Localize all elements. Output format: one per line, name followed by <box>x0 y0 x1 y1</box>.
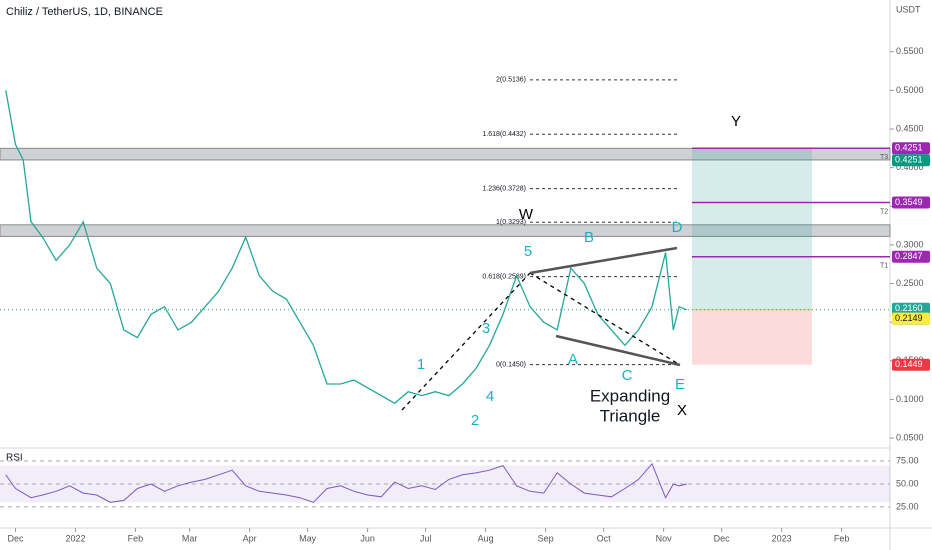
price-tag-label: 0.4251 <box>895 143 923 153</box>
fib-label: 1.618(0.4432) <box>482 131 526 138</box>
y-tick-label: 0.3000 <box>896 239 924 249</box>
resistance-zone <box>0 147 891 161</box>
rsi-tick-label: 25.00 <box>896 501 919 511</box>
rsi-tick-label: 75.00 <box>896 455 919 465</box>
wave-label: E <box>675 376 685 393</box>
fib-label: 0(0.1450) <box>496 361 526 368</box>
y-tick-label: 0.0500 <box>896 432 924 442</box>
price-tag <box>892 196 930 209</box>
price-tag <box>892 312 930 325</box>
x-tick-label: Sep <box>538 533 554 543</box>
fib-label: 1.236(0.3728) <box>482 186 526 193</box>
x-tick-label: Nov <box>656 533 673 543</box>
rsi-title: RSI <box>6 453 23 464</box>
x-tick-label: Oct <box>597 533 612 543</box>
rsi-tick-label: 50.00 <box>896 478 919 488</box>
y-tick-label: 0.4000 <box>896 162 924 172</box>
wave-label: 5 <box>524 243 532 260</box>
chart-title: Chiliz / TetherUS, 1D, BINANCE <box>6 6 163 18</box>
price-tag-label: 0.2847 <box>895 251 923 261</box>
wave-label: W <box>519 206 534 223</box>
y-tick-label: 0.5000 <box>896 85 924 95</box>
x-tick-label: May <box>299 533 317 543</box>
price-line <box>5 90 688 405</box>
x-tick-label: 2022 <box>65 533 85 543</box>
y-tick-label: 0.4500 <box>896 123 924 133</box>
x-tick-label: Aug <box>478 533 494 543</box>
x-tick-label: Jun <box>360 533 375 543</box>
x-tick-label: Feb <box>834 533 850 543</box>
y-tick-label: 0.1000 <box>896 394 924 404</box>
wave-label: Y <box>731 113 741 130</box>
price-tag <box>892 142 930 155</box>
y-tick-label: 0.5500 <box>896 46 924 56</box>
y-tick-label: 0.2500 <box>896 278 924 288</box>
wave-label: 2 <box>471 412 479 429</box>
pattern-line <box>555 334 681 367</box>
axis-unit: USDT <box>896 4 921 14</box>
wave-label: X <box>677 402 687 419</box>
target-box <box>692 148 812 310</box>
stop-box <box>692 309 812 365</box>
wave-label: C <box>622 367 633 384</box>
price-tag-label: 0.3549 <box>895 197 923 207</box>
price-tag-label: 0.2149 <box>895 313 923 323</box>
target-name: T1 <box>880 263 888 270</box>
wave-label: 3 <box>482 320 490 337</box>
target-name: T2 <box>880 208 888 215</box>
x-tick-label: Dec <box>7 533 24 543</box>
resistance-zone <box>0 224 891 237</box>
price-tag <box>892 358 930 371</box>
price-tag-label: 0.1449 <box>895 359 923 369</box>
price-tag <box>892 154 930 167</box>
target-name: T3 <box>880 154 888 161</box>
price-tag <box>892 250 930 263</box>
fib-label: 1(0.3293) <box>496 219 526 226</box>
fib-label: 2(0.5136) <box>496 77 526 84</box>
wave-label: 1 <box>417 356 425 373</box>
rsi-line <box>5 462 687 503</box>
x-tick-label: 2023 <box>772 533 792 543</box>
wave-label: A <box>568 351 578 368</box>
x-tick-label: Feb <box>128 533 144 543</box>
price-tag-label: 0.2160 <box>895 303 923 313</box>
fib-label: 0.618(0.2589) <box>482 274 526 281</box>
price-tag-label: 0.4251 <box>895 155 923 165</box>
wave-label: D <box>672 219 683 236</box>
x-tick-label: Mar <box>182 533 198 543</box>
rsi-band <box>0 465 890 503</box>
x-tick-label: Dec <box>714 533 731 543</box>
x-tick-label: Jul <box>420 533 432 543</box>
x-tick-label: Apr <box>243 533 257 543</box>
pattern-line <box>529 272 681 366</box>
wave-label: 4 <box>486 388 494 405</box>
pattern-label: Triangle <box>600 406 661 425</box>
pattern-line <box>529 246 678 275</box>
pattern-label: Expanding <box>590 386 670 405</box>
wave-label: B <box>584 229 594 246</box>
